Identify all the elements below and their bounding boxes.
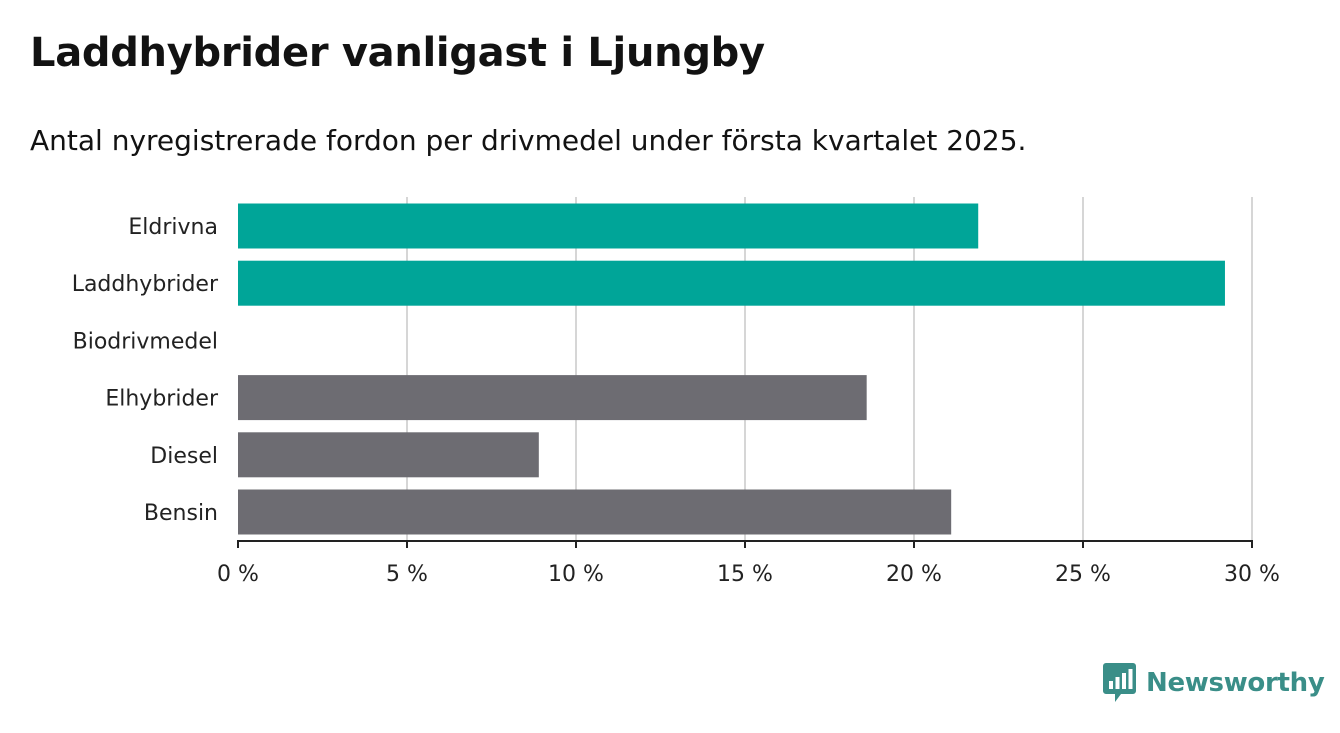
- x-axis: 0 % 5 % 10 % 15 % 20 % 25 % 30 %: [217, 540, 1280, 587]
- x-tick-label: 5 %: [386, 562, 428, 587]
- category-label: Bensin: [144, 501, 218, 526]
- x-tick-label: 25 %: [1055, 562, 1111, 587]
- category-label: Eldrivna: [128, 215, 218, 240]
- bar: [238, 432, 539, 478]
- bar: [238, 260, 1225, 306]
- x-tick-label: 15 %: [717, 562, 773, 587]
- category-label: Laddhybrider: [72, 272, 219, 297]
- bar: [238, 489, 952, 535]
- category-label: Diesel: [150, 444, 218, 469]
- bars: [238, 203, 1225, 535]
- bar-chart: 0 % 5 % 10 % 15 % 20 % 25 % 30 % Eldrivna Laddh…: [72, 197, 1280, 587]
- x-tick-label: 30 %: [1224, 562, 1280, 587]
- category-labels: Eldrivna Laddhybrider Biodrivmedel Elhybrid…: [72, 215, 219, 526]
- chart-subtitle: Antal nyregistrerade fordon per drivmede…: [30, 124, 1027, 157]
- x-tick-label: 20 %: [886, 562, 942, 587]
- x-tick-label: 0 %: [217, 562, 259, 587]
- category-label: Biodrivmedel: [73, 329, 218, 354]
- brand-name: Newsworthy: [1146, 667, 1325, 698]
- x-tick-label: 10 %: [548, 562, 604, 587]
- category-label: Elhybrider: [105, 387, 219, 412]
- chart-title: Laddhybrider vanligast i Ljungby: [30, 30, 765, 76]
- newsworthy-logo: Newsworthy: [1103, 662, 1325, 703]
- bar: [238, 203, 979, 249]
- gridlines: [406, 197, 1253, 541]
- newsworthy-chart-bubble-icon: [1103, 663, 1136, 702]
- bar: [238, 375, 867, 421]
